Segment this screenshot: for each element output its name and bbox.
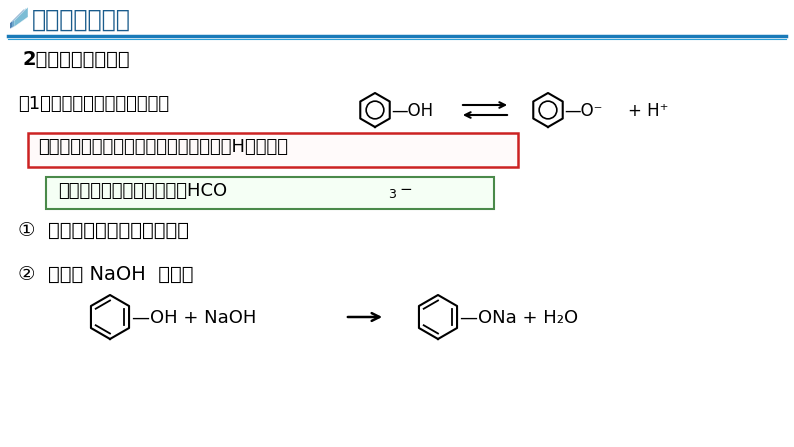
Text: —OH + NaOH: —OH + NaOH	[132, 309, 256, 327]
Text: −: −	[399, 182, 412, 197]
Text: —O⁻: —O⁻	[564, 102, 603, 120]
Text: 酸性：醋酸＞碳酸＞苯酚＞HCO: 酸性：醋酸＞碳酸＞苯酚＞HCO	[58, 182, 227, 200]
Text: 二、苯酚的性质: 二、苯酚的性质	[32, 8, 131, 32]
Text: 2、苯酚的化学性质: 2、苯酚的化学性质	[22, 50, 129, 69]
Polygon shape	[12, 8, 26, 28]
Polygon shape	[14, 7, 28, 27]
FancyBboxPatch shape	[28, 133, 518, 167]
Text: 有弱酸性的原因：受苯环的影响，羟基上H更活泼，: 有弱酸性的原因：受苯环的影响，羟基上H更活泼，	[38, 138, 288, 156]
Text: —ONa + H₂O: —ONa + H₂O	[460, 309, 578, 327]
Text: + H⁺: + H⁺	[628, 102, 669, 120]
Polygon shape	[10, 9, 24, 29]
FancyBboxPatch shape	[46, 177, 494, 209]
Text: ①  苯酚不能使酸碱指示剂变色: ① 苯酚不能使酸碱指示剂变色	[18, 221, 189, 240]
Text: ②  苯酚与 NaOH  反应：: ② 苯酚与 NaOH 反应：	[18, 265, 194, 284]
Text: 3: 3	[388, 188, 396, 201]
Text: （1）有弱酸性，为一元弱酸：: （1）有弱酸性，为一元弱酸：	[18, 95, 169, 113]
Text: —OH: —OH	[391, 102, 433, 120]
